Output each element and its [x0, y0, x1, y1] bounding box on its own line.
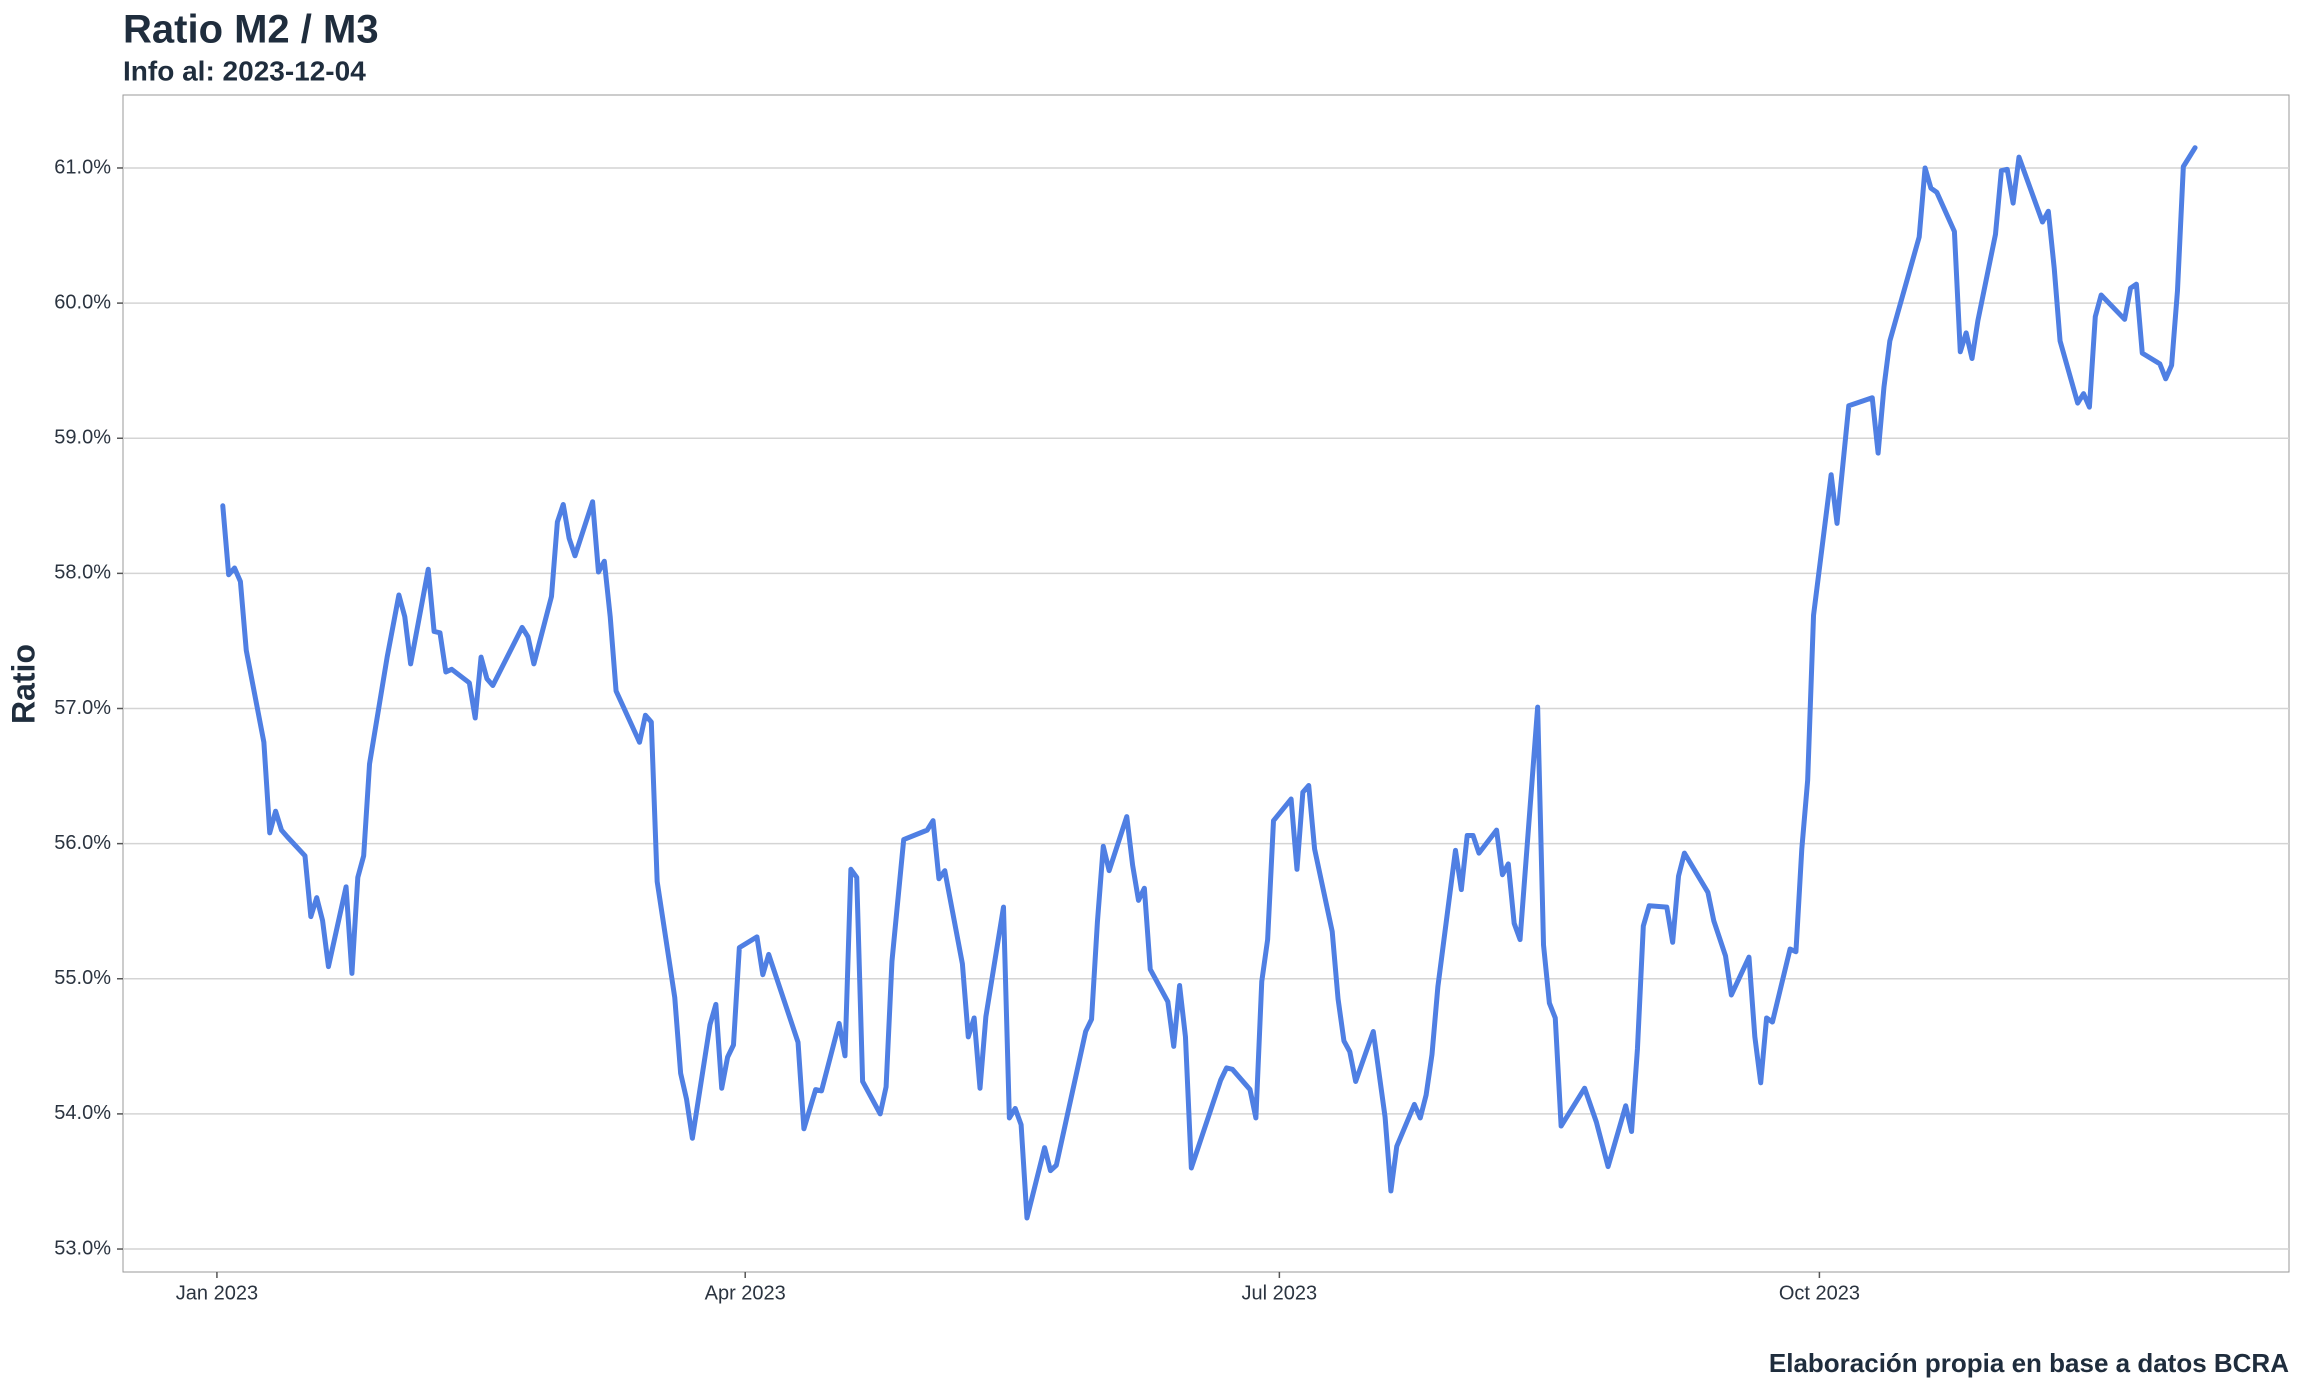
y-tick-label: 56.0% [54, 832, 111, 854]
series-line [220, 145, 2198, 1221]
y-tick-label: 61.0% [54, 156, 111, 178]
y-tick-label: 53.0% [54, 1237, 111, 1259]
chart-title: Ratio M2 / M3 [123, 8, 379, 52]
y-axis-label: Ratio [5, 644, 41, 724]
caption: Elaboración propia en base a datos BCRA [1769, 1348, 2289, 1378]
plot-frame [122, 94, 2290, 1273]
y-tick-label: 57.0% [54, 697, 111, 719]
x-tick-label: Jan 2023 [176, 1282, 258, 1304]
y-tick-label: 54.0% [54, 1102, 111, 1124]
y-tick-label: 59.0% [54, 427, 111, 449]
y-tick-label: 58.0% [54, 562, 111, 584]
x-tick-label: Oct 2023 [1779, 1282, 1860, 1304]
y-tick-label: 60.0% [54, 291, 111, 313]
chart-subtitle: Info al: 2023-12-04 [123, 55, 366, 86]
x-tick-label: Jul 2023 [1242, 1282, 1318, 1304]
x-tick-label: Apr 2023 [705, 1282, 786, 1304]
y-tick-label: 55.0% [54, 967, 111, 989]
